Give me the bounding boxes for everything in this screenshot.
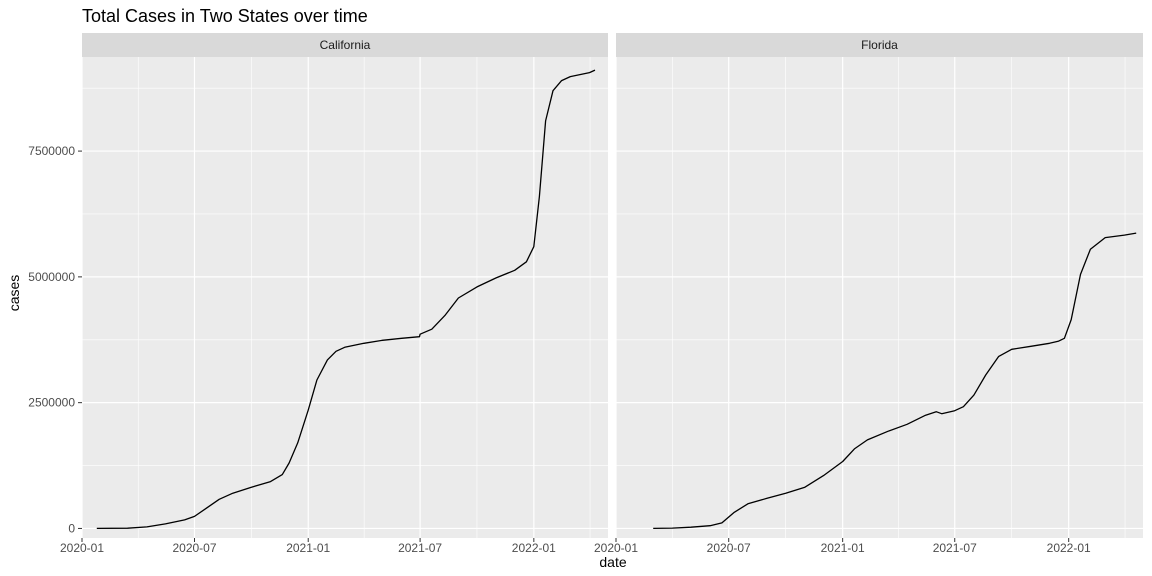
- x-tick-label: 2022-01: [1047, 541, 1091, 555]
- x-tick-label: 2021-07: [398, 541, 442, 555]
- facet-strip: [82, 33, 608, 57]
- facet-strip-label: California: [320, 38, 371, 52]
- x-tick-label: 2020-01: [60, 541, 104, 555]
- y-axis: 0 2500000 5000000 7500000: [28, 144, 82, 535]
- x-tick-label: 2022-01: [512, 541, 556, 555]
- y-axis-title: cases: [6, 275, 22, 312]
- y-tick-label: 7500000: [28, 144, 75, 158]
- x-tick-label: 2021-01: [821, 541, 865, 555]
- panel-background: [82, 57, 608, 538]
- x-axis-title: date: [599, 554, 626, 570]
- y-tick-label: 0: [68, 521, 75, 535]
- series-line-california: [96, 69, 596, 530]
- x-tick-label: 2020-07: [172, 541, 216, 555]
- facet-strip-label: Florida: [861, 38, 898, 52]
- x-tick-label: 2020-07: [707, 541, 751, 555]
- chart-title: Total Cases in Two States over time: [82, 6, 368, 26]
- x-tick-label: 2021-07: [933, 541, 977, 555]
- facet-panel-california: California 2020-01 2020-07 2021-01 2021-07 20…: [60, 33, 608, 555]
- y-tick-label: 5000000: [28, 270, 75, 284]
- x-tick-label: 2020-01: [594, 541, 638, 555]
- x-tick-label: 2021-01: [286, 541, 330, 555]
- panel-background: [616, 57, 1143, 538]
- facet-strip: [616, 33, 1143, 57]
- chart-panels: California 2020-01 2020-07 2021-01 2021-07 20…: [60, 33, 1143, 555]
- facet-panel-florida: Florida 2020-01 2020-07 2021-01 2021-07 2022-…: [594, 33, 1143, 555]
- series-line-florida: [653, 232, 1137, 530]
- y-tick-label: 2500000: [28, 396, 75, 410]
